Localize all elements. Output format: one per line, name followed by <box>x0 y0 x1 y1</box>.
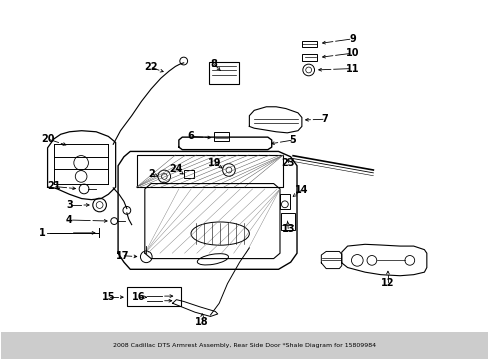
Text: 21: 21 <box>47 181 61 192</box>
Bar <box>209 62 238 84</box>
Text: 11: 11 <box>345 64 359 73</box>
Text: 13: 13 <box>281 224 294 234</box>
Circle shape <box>351 255 363 266</box>
Text: 14: 14 <box>295 185 308 195</box>
Text: 18: 18 <box>195 317 208 327</box>
Bar <box>279 194 289 208</box>
Text: 23: 23 <box>281 158 294 168</box>
Bar <box>183 170 194 178</box>
Text: 24: 24 <box>169 163 183 174</box>
Text: 2008 Cadillac DTS Armrest Assembly, Rear Side Door *Shale Diagram for 15809984: 2008 Cadillac DTS Armrest Assembly, Rear… <box>113 343 375 348</box>
Text: 16: 16 <box>131 292 145 302</box>
Text: 5: 5 <box>289 135 296 145</box>
Bar <box>214 132 228 141</box>
Text: 15: 15 <box>102 292 115 302</box>
Text: 20: 20 <box>41 134 54 144</box>
Bar <box>281 213 294 230</box>
Bar <box>301 41 317 47</box>
Text: 22: 22 <box>144 63 158 72</box>
Text: 4: 4 <box>66 215 73 225</box>
Bar <box>301 54 317 62</box>
Text: 6: 6 <box>187 131 194 141</box>
Bar <box>1 332 487 359</box>
Text: 17: 17 <box>116 251 129 261</box>
Text: 9: 9 <box>348 34 355 44</box>
Text: 1: 1 <box>39 228 46 238</box>
Text: 3: 3 <box>66 200 73 210</box>
Text: 8: 8 <box>210 59 217 69</box>
Text: 7: 7 <box>321 114 327 124</box>
Text: 12: 12 <box>381 278 394 288</box>
Text: 2: 2 <box>147 168 154 179</box>
Bar <box>126 287 181 306</box>
Text: 19: 19 <box>207 158 221 168</box>
Text: 10: 10 <box>345 48 359 58</box>
